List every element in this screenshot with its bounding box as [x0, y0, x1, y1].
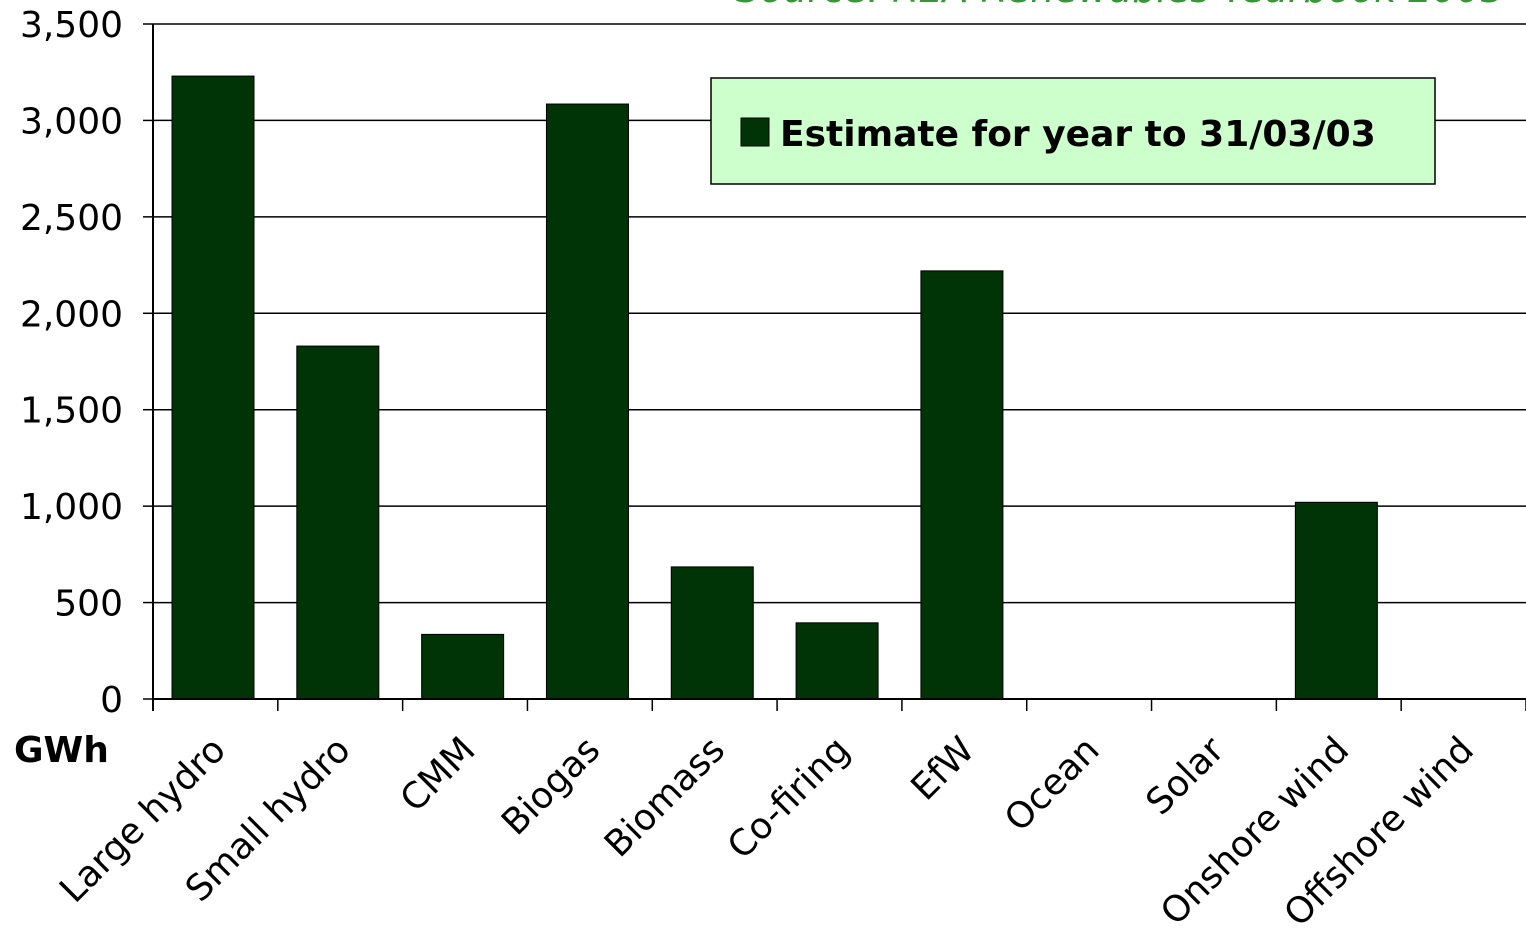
y-tick-label: 3,000	[20, 101, 123, 142]
bar	[421, 633, 505, 700]
legend: Estimate for year to 31/03/03	[710, 77, 1436, 185]
legend-swatch	[740, 117, 770, 147]
bar	[1294, 501, 1378, 700]
y-tick-label: 0	[100, 680, 123, 721]
bar	[545, 103, 629, 700]
legend-box	[710, 77, 1436, 185]
bar	[171, 75, 255, 700]
y-tick-label: 2,000	[20, 294, 123, 335]
y-tick-label: 2,500	[20, 198, 123, 239]
y-tick-label: 1,500	[20, 391, 123, 432]
y-tick-label: 3,500	[20, 5, 123, 46]
x-category-label: Solar	[1138, 729, 1232, 823]
x-category-label: Co-firing	[720, 729, 858, 867]
bar	[920, 270, 1004, 700]
y-tick-label: 1,000	[20, 487, 123, 528]
bar	[795, 622, 879, 700]
x-category-label: CMM	[393, 729, 484, 820]
x-category-label: Biogas	[494, 729, 608, 843]
y-tick-label: 500	[54, 584, 123, 625]
legend-label: Estimate for year to 31/03/03	[780, 114, 1376, 155]
x-category-label: Ocean	[997, 729, 1107, 839]
source-note: Source: REA Renewables Yearbook 2003	[736, 0, 1505, 11]
bar	[296, 345, 380, 700]
bar	[670, 566, 754, 700]
axes	[143, 23, 1526, 711]
y-axis-unit-label: GWh	[14, 730, 109, 771]
y-tick-labels: 0 500 1,000 1,500 2,000 2,500 3,000 3,500	[20, 5, 123, 721]
x-category-label: EfW	[903, 729, 982, 808]
x-category-label: Biomass	[597, 729, 733, 865]
bars	[171, 75, 1378, 700]
